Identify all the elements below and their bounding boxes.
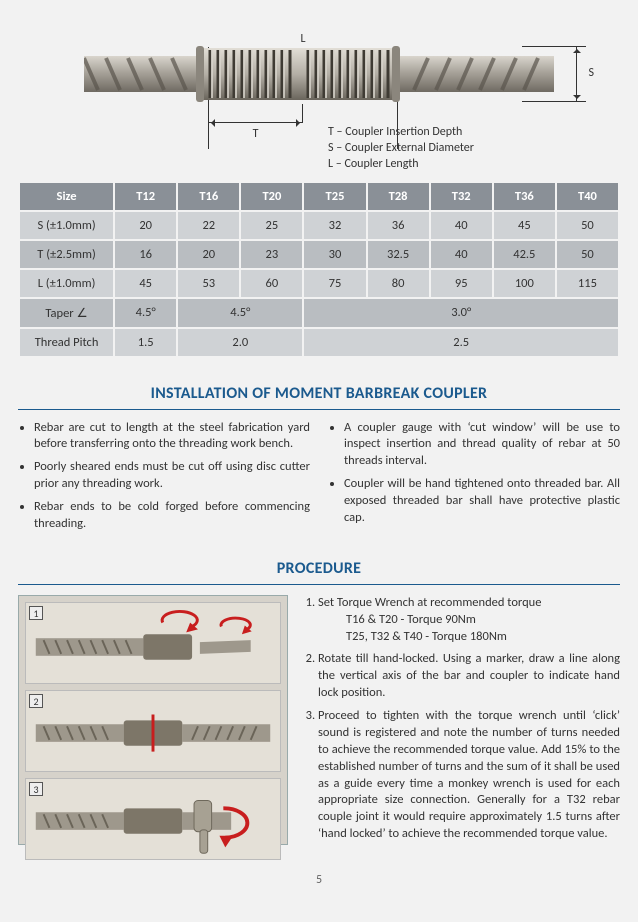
table-cell: 23 [241, 241, 302, 268]
table-row-label: L (±1.0mm) [20, 270, 113, 297]
table-row-label: Thread Pitch [20, 329, 113, 356]
table-cell: 32 [304, 212, 365, 239]
table-cell: 32.5 [368, 241, 429, 268]
procedure-step: Set Torque Wrench at recommended torque … [318, 595, 620, 646]
spec-table: SizeT12T16T20T25T28T32T36T40S (±1.0mm)20… [18, 181, 620, 358]
torque-line: T16 & T20 - Torque 90Nm [346, 612, 620, 629]
table-cell: 16 [115, 241, 176, 268]
table-header-cell: T12 [115, 183, 176, 210]
procedure-step-panel: 3 [25, 778, 281, 860]
step-text: Set Torque Wrench at recommended torque [318, 595, 541, 610]
table-cell: 100 [494, 270, 555, 297]
table-header-cell: T40 [557, 183, 618, 210]
page-number: 5 [18, 873, 620, 887]
table-header-cell: T36 [494, 183, 555, 210]
procedure-heading: PROCEDURE [18, 559, 620, 578]
procedure-step-panel: 2 [25, 690, 281, 772]
list-item: A coupler gauge with ‘cut window’ will b… [344, 420, 620, 471]
list-item: Rebar are cut to length at the steel fab… [34, 420, 310, 454]
dim-t-label: T [208, 127, 303, 141]
table-cell: 2.0 [178, 329, 302, 356]
list-item: Rebar ends to be cold forged before comm… [34, 499, 310, 533]
procedure-step: Rotate till hand-locked. Using a marker,… [318, 651, 620, 702]
table-header-cell: T20 [241, 183, 302, 210]
list-item: Poorly sheared ends must be cut off usin… [34, 459, 310, 493]
legend-line: T – Coupler Insertion Depth [328, 124, 620, 140]
procedure-steps: Set Torque Wrench at recommended torque … [300, 595, 620, 849]
dimension-t: T [208, 118, 303, 141]
list-item: Coupler will be hand tightened onto thre… [344, 476, 620, 527]
installation-columns: Rebar are cut to length at the steel fab… [18, 420, 620, 539]
table-cell: 20 [115, 212, 176, 239]
coupler-diagram: L [84, 34, 554, 114]
dim-s-label: S [588, 66, 594, 80]
rule [18, 584, 620, 585]
table-cell: 53 [178, 270, 239, 297]
table-cell: 1.5 [115, 329, 176, 356]
table-cell: 115 [557, 270, 618, 297]
step-number-box: 3 [29, 782, 43, 796]
table-cell: 45 [494, 212, 555, 239]
table-row-label: S (±1.0mm) [20, 212, 113, 239]
table-cell: 50 [557, 241, 618, 268]
diagram-legend: T – Coupler Insertion Depth S – Coupler … [328, 124, 620, 173]
table-cell: 25 [241, 212, 302, 239]
table-cell: 36 [368, 212, 429, 239]
table-header-cell: T32 [431, 183, 492, 210]
table-cell: 2.5 [304, 329, 618, 356]
table-cell: 80 [368, 270, 429, 297]
table-row-label: T (±2.5mm) [20, 241, 113, 268]
procedure-step-panel: 1 [25, 602, 281, 684]
table-cell: 40 [431, 241, 492, 268]
rebar-illustration [84, 34, 554, 114]
legend-line: S – Coupler External Diameter [328, 140, 620, 156]
table-header-cell: T16 [178, 183, 239, 210]
table-cell: 3.0° [304, 299, 618, 327]
table-row-label: Taper ∠ [20, 299, 113, 327]
table-cell: 45 [115, 270, 176, 297]
procedure-step: Proceed to tighten with the torque wrenc… [318, 708, 620, 843]
table-cell: 75 [304, 270, 365, 297]
table-cell: 42.5 [494, 241, 555, 268]
table-header-cell: T28 [368, 183, 429, 210]
table-cell: 60 [241, 270, 302, 297]
procedure-block: 1 2 [18, 595, 620, 849]
table-cell: 40 [431, 212, 492, 239]
step-number-box: 1 [29, 606, 43, 620]
rule [18, 409, 620, 410]
installation-heading: INSTALLATION OF MOMENT BARBREAK COUPLER [18, 384, 620, 403]
table-cell: 4.5° [115, 299, 176, 327]
step-number-box: 2 [29, 694, 43, 708]
table-cell: 30 [304, 241, 365, 268]
table-cell: 22 [178, 212, 239, 239]
legend-line: L – Coupler Length [328, 156, 620, 172]
dimension-s: S [558, 46, 592, 102]
table-cell: 50 [557, 212, 618, 239]
procedure-illustration: 1 2 [18, 595, 288, 845]
torque-line: T25, T32 & T40 - Torque 180Nm [346, 629, 620, 646]
table-cell: 20 [178, 241, 239, 268]
table-cell: 4.5° [178, 299, 302, 327]
page: L [0, 0, 638, 922]
table-header-cell: T25 [304, 183, 365, 210]
table-header-cell: Size [20, 183, 113, 210]
table-cell: 95 [431, 270, 492, 297]
